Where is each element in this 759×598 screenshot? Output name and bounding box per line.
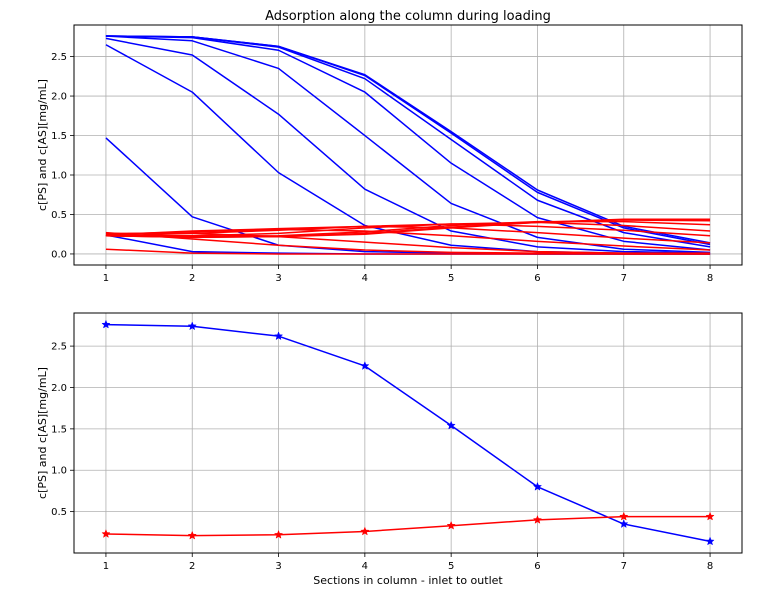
x-tick-label: 1 bbox=[103, 561, 109, 572]
top-chart-y-label: c[PS] and c[AS][mg/mL] bbox=[36, 79, 49, 211]
top-chart-y-ticks: 0.0 0.5 1.0 1.5 2.0 2.5 bbox=[51, 52, 74, 260]
bottom-chart-grid bbox=[74, 313, 742, 553]
x-tick-label: 7 bbox=[621, 273, 627, 284]
data-point-star-marker bbox=[705, 511, 715, 521]
x-tick-label: 3 bbox=[275, 561, 281, 572]
data-point-star-marker bbox=[446, 420, 456, 430]
x-tick-label: 1 bbox=[103, 273, 109, 284]
red-series-line-13 bbox=[105, 225, 711, 244]
red-series-line-10 bbox=[105, 231, 711, 255]
y-tick-label: 0.5 bbox=[51, 507, 67, 518]
data-point-star-marker bbox=[360, 361, 370, 370]
x-tick-label: 7 bbox=[621, 561, 627, 572]
red-series-line-15 bbox=[105, 221, 711, 237]
x-tick-label: 8 bbox=[707, 561, 713, 572]
y-tick-label: 1.0 bbox=[51, 171, 67, 182]
bottom-chart-frame bbox=[73, 312, 743, 554]
y-tick-label: 0.0 bbox=[51, 249, 67, 260]
top-chart-x-ticks: 1 2 3 4 5 6 7 8 bbox=[103, 265, 713, 284]
y-tick-label: 1.5 bbox=[51, 424, 67, 435]
data-point-star-marker bbox=[187, 530, 197, 540]
bottom-chart-x-ticks: 1 2 3 4 5 6 7 8 bbox=[103, 553, 713, 572]
y-tick-label: 1.5 bbox=[51, 131, 67, 142]
x-tick-label: 2 bbox=[189, 273, 195, 284]
data-point-star-marker bbox=[273, 331, 284, 341]
red-series-line-11 bbox=[105, 232, 711, 254]
blue-series-line-4 bbox=[105, 35, 711, 254]
data-point-star-marker bbox=[532, 515, 543, 524]
x-tick-label: 3 bbox=[275, 273, 281, 284]
data-point-star-marker bbox=[101, 529, 111, 538]
red-series-line-12 bbox=[105, 228, 711, 251]
x-tick-label: 6 bbox=[534, 561, 540, 572]
data-point-star-marker bbox=[101, 319, 111, 329]
data-point-star-marker bbox=[360, 526, 370, 536]
x-tick-label: 8 bbox=[707, 273, 713, 284]
data-point-star-marker bbox=[705, 536, 715, 546]
x-tick-label: 5 bbox=[448, 273, 454, 284]
data-point-star-marker bbox=[273, 529, 284, 539]
y-tick-label: 2.5 bbox=[51, 342, 67, 353]
x-tick-label: 2 bbox=[189, 561, 195, 572]
bottom-chart-y-ticks: 0.5 1.0 1.5 2.0 2.5 bbox=[51, 342, 74, 518]
bottom-chart: 1 2 3 4 5 6 7 8 0.5 1.0 1.5 2.0 2.5 c[PS] and c[AS]… bbox=[36, 312, 743, 587]
x-tick-label: 4 bbox=[362, 273, 368, 284]
top-chart-title: Adsorption along the column during loadi… bbox=[265, 9, 551, 24]
data-point-star-marker bbox=[619, 519, 629, 528]
y-tick-label: 1.0 bbox=[51, 466, 67, 477]
x-tick-label: 4 bbox=[362, 561, 368, 572]
y-tick-label: 2.0 bbox=[51, 383, 67, 394]
red-series-line-16 bbox=[105, 220, 711, 238]
data-point-star-marker bbox=[532, 481, 543, 491]
bottom-chart-y-label: c[PS] and c[AS][mg/mL] bbox=[36, 367, 49, 499]
data-point-star-marker bbox=[619, 511, 629, 521]
x-tick-label: 6 bbox=[534, 273, 540, 284]
bottom-chart-series bbox=[101, 319, 715, 546]
bottom-chart-x-label: Sections in column - inlet to outlet bbox=[313, 574, 503, 587]
data-point-star-marker bbox=[187, 321, 197, 331]
x-tick-label: 5 bbox=[448, 561, 454, 572]
y-tick-label: 0.5 bbox=[51, 210, 67, 221]
top-chart-frame bbox=[73, 24, 743, 266]
data-point-star-marker bbox=[446, 520, 456, 530]
top-chart-series bbox=[105, 35, 711, 255]
y-tick-label: 2.5 bbox=[51, 52, 67, 63]
red-series-line-1 bbox=[105, 515, 711, 537]
blue-series-line-3 bbox=[105, 37, 711, 254]
red-series-line-18 bbox=[105, 218, 711, 239]
y-tick-label: 2.0 bbox=[51, 92, 67, 103]
red-series-line-14 bbox=[105, 223, 711, 237]
top-chart: Adsorption along the column during loadi… bbox=[36, 9, 743, 284]
